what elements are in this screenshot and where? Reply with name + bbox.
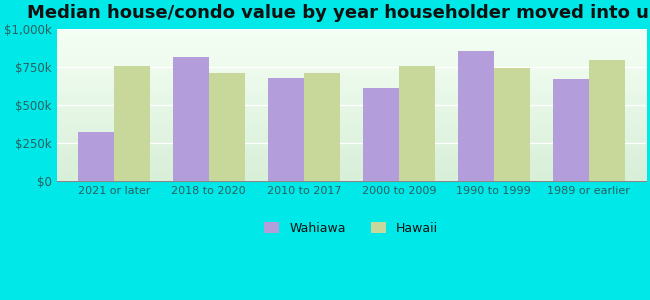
Legend: Wahiawa, Hawaii: Wahiawa, Hawaii <box>261 218 442 238</box>
Bar <box>399 67 435 181</box>
Title: Median house/condo value by year householder moved into unit: Median house/condo value by year househo… <box>27 4 650 22</box>
Bar <box>173 57 209 181</box>
Bar <box>268 78 304 181</box>
Bar <box>304 73 340 181</box>
Bar <box>78 132 114 181</box>
Bar <box>589 60 625 181</box>
Bar <box>458 50 494 181</box>
Bar <box>209 73 245 181</box>
Bar <box>114 66 150 181</box>
Bar <box>552 80 589 181</box>
Bar <box>363 88 399 181</box>
Bar <box>494 68 530 181</box>
